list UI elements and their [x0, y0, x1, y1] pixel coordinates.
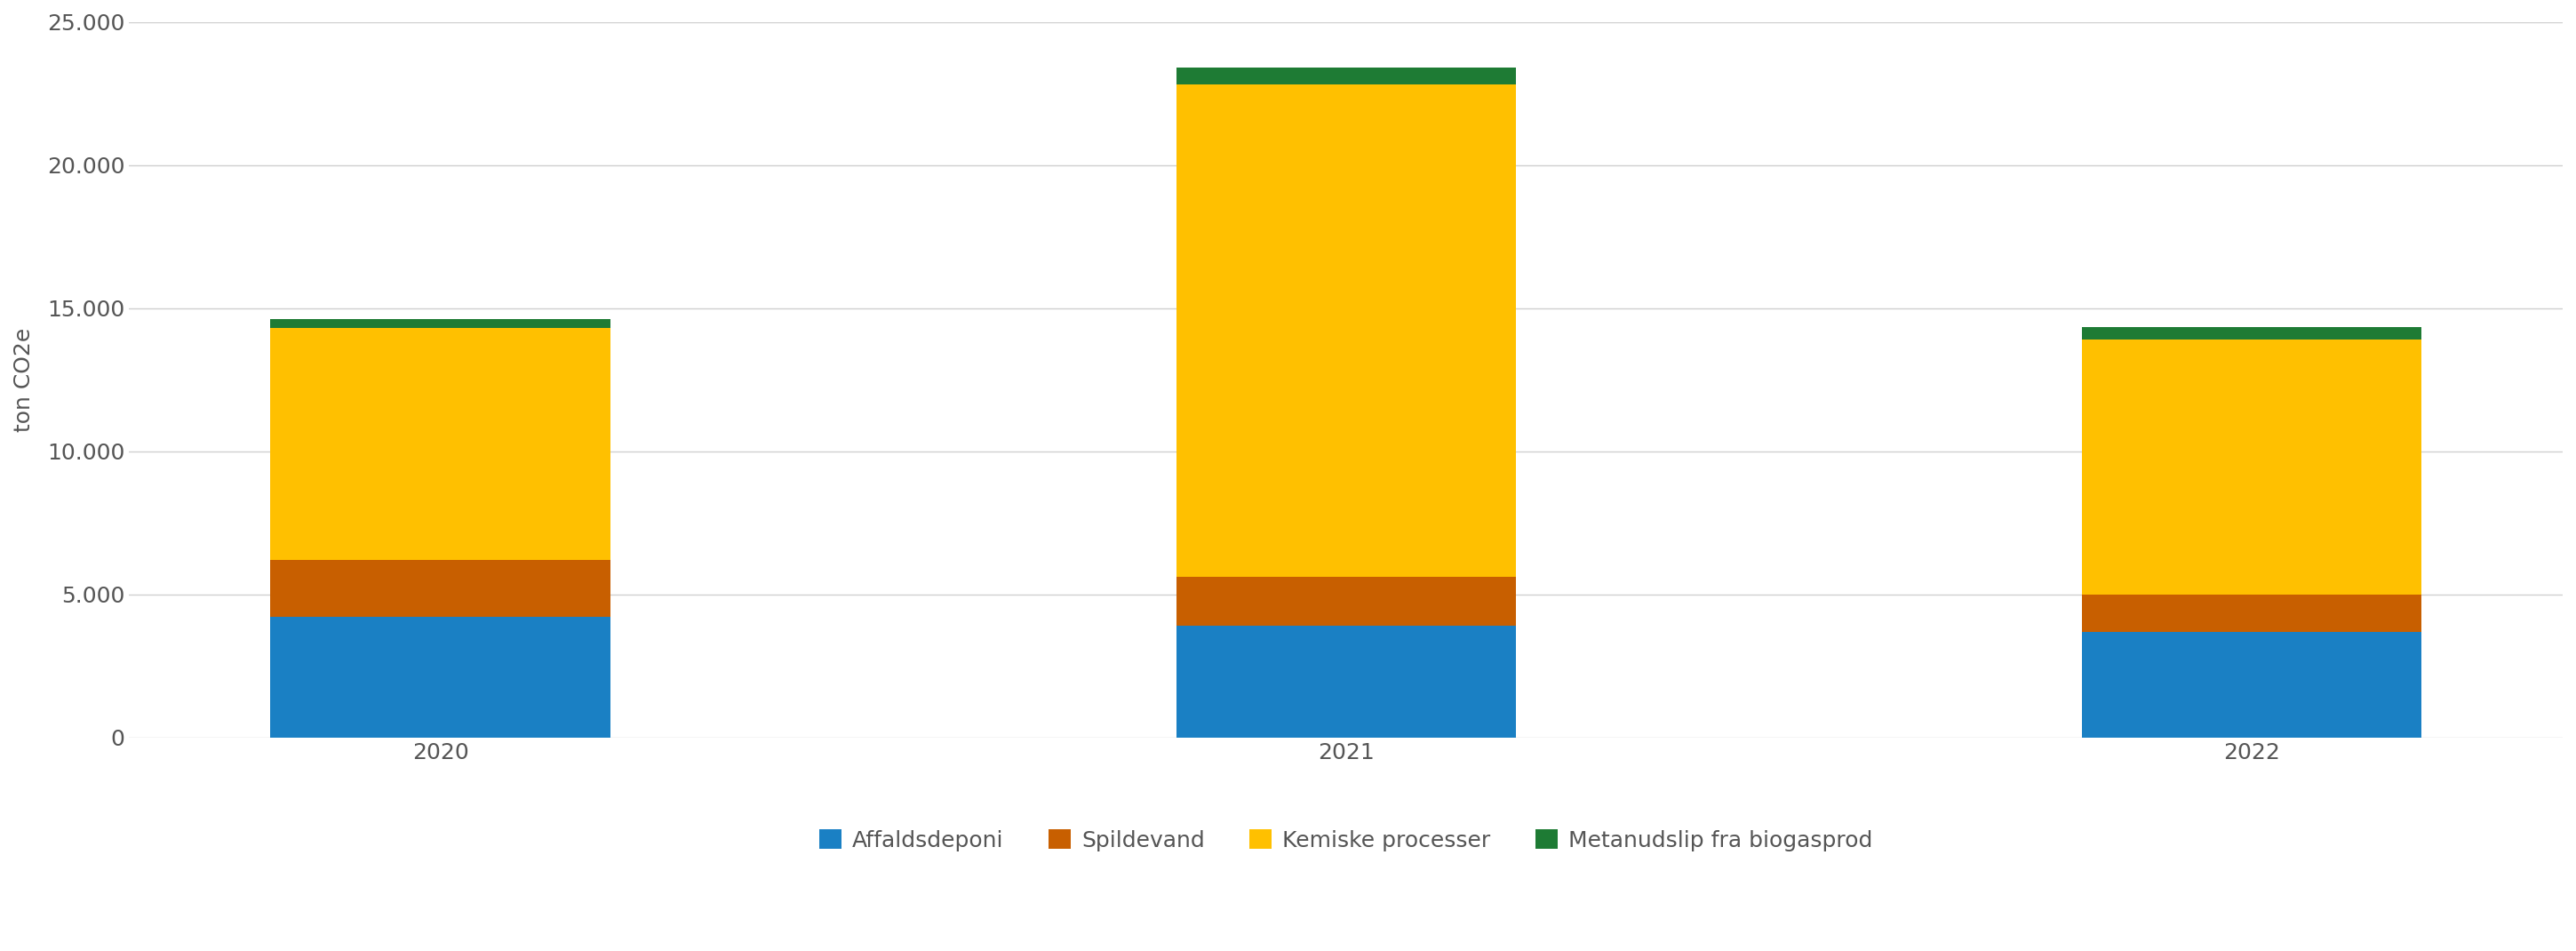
- Bar: [1177, 68, 1515, 85]
- Bar: [270, 617, 611, 737]
- Bar: [2081, 340, 2421, 594]
- Bar: [1177, 577, 1515, 626]
- Bar: [270, 560, 611, 617]
- Bar: [1177, 85, 1515, 577]
- Bar: [2081, 326, 2421, 340]
- Bar: [270, 320, 611, 328]
- Legend: Affaldsdeponi, Spildevand, Kemiske processer, Metanudslip fra biogasprod: Affaldsdeponi, Spildevand, Kemiske proce…: [809, 820, 1880, 860]
- Bar: [2081, 631, 2421, 737]
- Bar: [2081, 594, 2421, 631]
- Y-axis label: ton CO2e: ton CO2e: [13, 327, 33, 432]
- Bar: [270, 328, 611, 560]
- Bar: [1177, 626, 1515, 737]
